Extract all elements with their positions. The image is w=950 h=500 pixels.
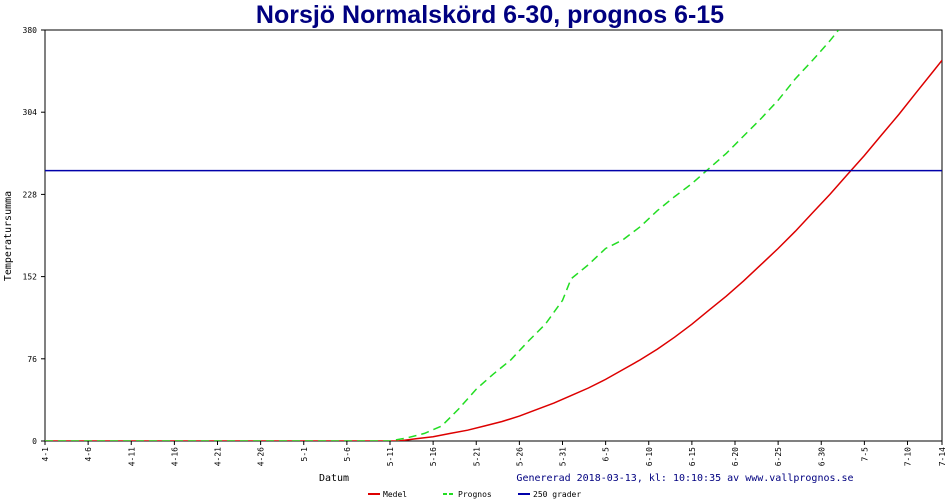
legend-label: 250 grader <box>533 490 581 499</box>
series-layer <box>45 30 942 441</box>
y-tick-label: 380 <box>23 26 38 35</box>
x-tick-label: 6-10 <box>645 447 654 466</box>
x-tick-label: 5-31 <box>559 447 568 466</box>
x-tick-label: 4-21 <box>214 447 223 466</box>
series-line-medel <box>45 59 942 441</box>
x-tick-label: 5-11 <box>386 447 395 466</box>
y-axis-label: Temperatursumma <box>3 191 14 281</box>
x-tick-label: 6-25 <box>774 447 783 466</box>
x-tick-label: 7-10 <box>904 447 913 466</box>
series-line-prognos <box>45 30 840 441</box>
x-tick-label: 7-5 <box>860 447 869 462</box>
plot-frame <box>44 29 943 442</box>
ticks-layer: 0 76 152 228 304 380 4-1 4-6 4-11 4-16 4-21 4-26 5-1… <box>23 26 947 466</box>
x-tick-label: 4-26 <box>257 447 266 466</box>
y-tick-label: 304 <box>23 108 38 117</box>
y-tick-label: 228 <box>23 190 38 199</box>
y-tick-label: 0 <box>32 437 37 446</box>
x-tick-label: 5-1 <box>300 447 309 462</box>
y-tick-label: 152 <box>23 273 38 282</box>
x-tick-label: 6-5 <box>602 447 611 462</box>
axes <box>44 29 943 442</box>
x-tick-label: 6-20 <box>731 447 740 466</box>
generated-footer: Genererad 2018-03-13, kl: 10:10:35 av ww… <box>516 473 853 484</box>
legend: Medel Prognos 250 grader <box>368 490 581 499</box>
x-tick-label: 5-16 <box>429 447 438 466</box>
legend-label: Medel <box>383 490 407 499</box>
x-axis-label: Datum <box>319 473 349 484</box>
x-tick-label: 5-21 <box>472 447 481 466</box>
y-tick-label: 76 <box>27 355 37 364</box>
x-tick-label: 5-26 <box>515 447 524 466</box>
x-tick-label: 6-15 <box>688 447 697 466</box>
x-tick-label: 4-6 <box>84 447 93 462</box>
legend-label: Prognos <box>458 490 492 499</box>
x-tick-label: 5-6 <box>343 447 352 462</box>
x-tick-label: 6-30 <box>817 447 826 466</box>
x-tick-label: 4-16 <box>170 447 179 466</box>
x-tick-label: 4-11 <box>127 447 136 466</box>
chart-title: Norsjö Normalskörd 6-30, prognos 6-15 <box>255 1 725 29</box>
x-tick-label: 4-1 <box>41 447 50 462</box>
x-tick-label: 7-14 <box>938 447 947 466</box>
